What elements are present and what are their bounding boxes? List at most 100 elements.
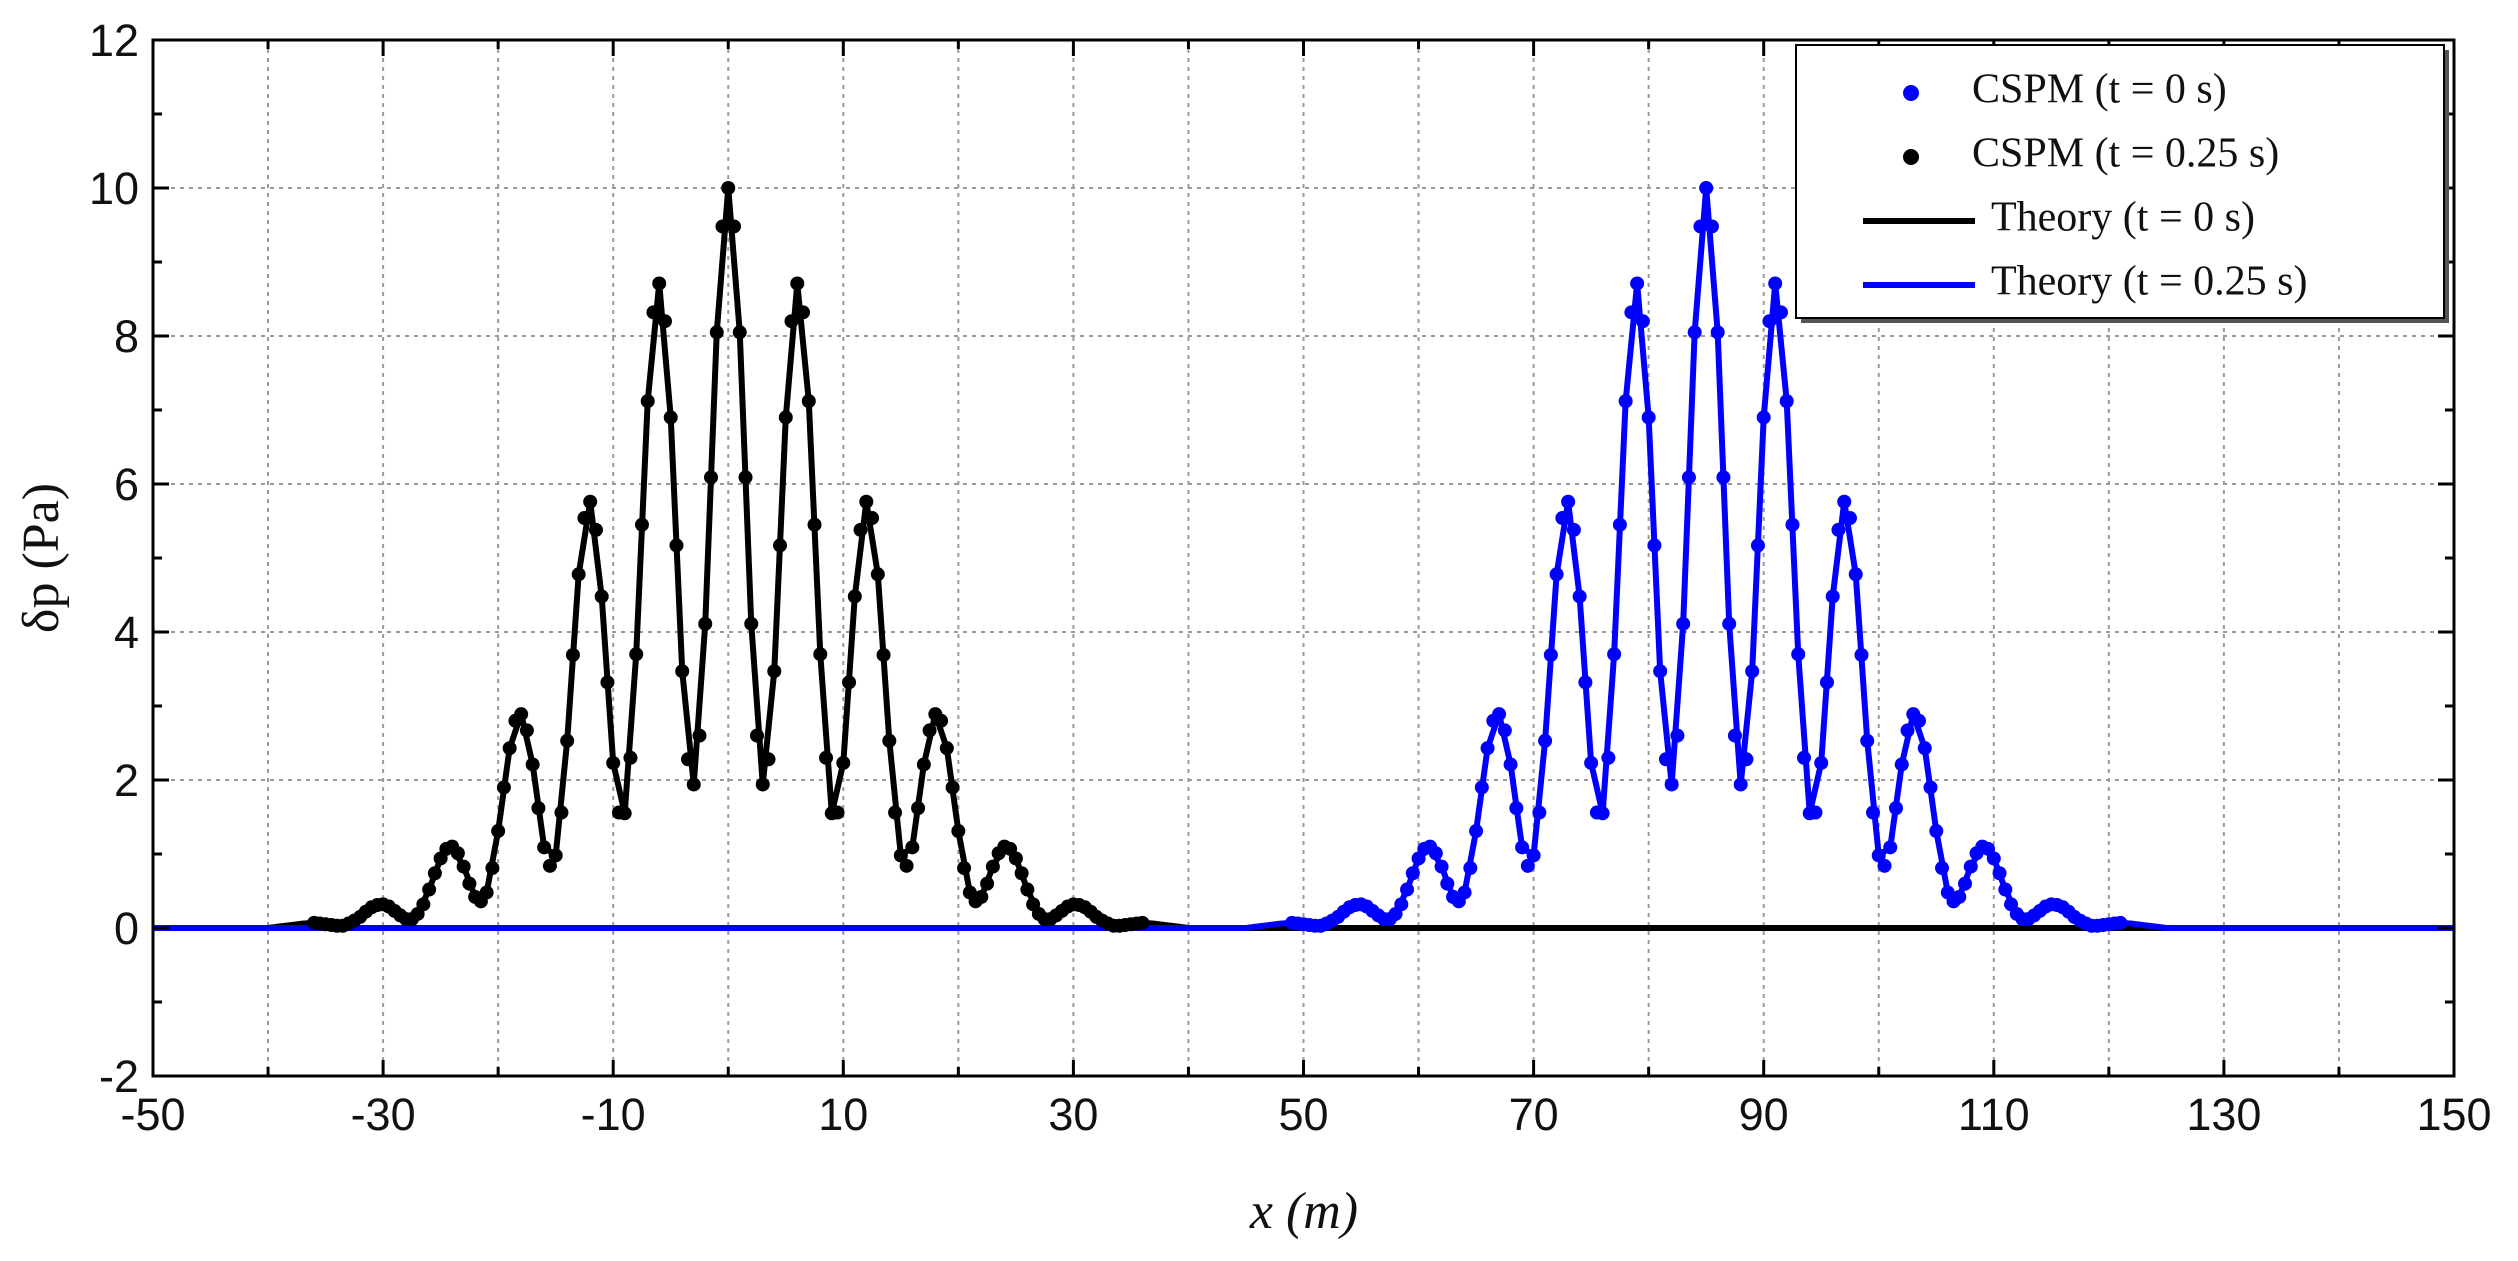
data-point	[1607, 647, 1622, 662]
x-tick-label: -10	[581, 1089, 646, 1140]
data-point	[1998, 882, 2013, 897]
x-tick-label: 50	[1278, 1089, 1328, 1140]
data-point	[1572, 589, 1587, 604]
data-point	[761, 752, 776, 767]
data-point	[686, 777, 701, 792]
data-point	[571, 567, 586, 582]
data-point	[560, 733, 575, 748]
x-axis-label: x (m)	[1249, 1183, 1358, 1240]
y-tick-label: -2	[99, 1051, 139, 1102]
data-point	[491, 824, 506, 839]
data-point	[1584, 755, 1599, 770]
data-point	[853, 522, 868, 537]
data-point	[1877, 858, 1892, 873]
data-point	[1509, 801, 1524, 816]
data-point	[1912, 713, 1927, 728]
data-point	[1014, 866, 1029, 881]
data-point	[939, 741, 954, 756]
data-point	[1756, 410, 1771, 425]
data-point	[1900, 723, 1915, 738]
data-point	[1676, 616, 1691, 631]
data-point	[537, 840, 552, 855]
legend-swatch	[1903, 85, 1919, 101]
x-tick-label: -50	[120, 1089, 185, 1140]
data-point	[1710, 325, 1725, 340]
data-point	[1497, 723, 1512, 738]
data-point	[1762, 314, 1777, 329]
data-point	[519, 723, 534, 738]
data-point	[1739, 752, 1754, 767]
data-point	[842, 675, 857, 690]
data-point	[767, 664, 782, 679]
data-point	[525, 757, 540, 772]
data-point	[1687, 325, 1702, 340]
data-point	[583, 494, 598, 509]
data-point	[715, 219, 730, 234]
data-point	[617, 806, 632, 821]
data-point	[801, 394, 816, 409]
data-point	[1549, 567, 1564, 582]
data-point	[888, 805, 903, 820]
data-point	[514, 707, 529, 722]
data-point	[1681, 470, 1696, 485]
data-point	[1791, 647, 1806, 662]
data-point	[450, 846, 465, 861]
data-point	[1400, 882, 1415, 897]
data-point	[703, 470, 718, 485]
data-point	[2113, 915, 2128, 930]
data-point	[1595, 806, 1610, 821]
data-point	[1917, 741, 1932, 756]
data-point	[727, 219, 741, 234]
data-point	[1819, 675, 1834, 690]
data-point	[813, 647, 828, 662]
data-point	[1543, 647, 1558, 662]
y-tick-label: 8	[114, 311, 139, 362]
data-point	[1837, 494, 1852, 509]
data-point	[1860, 733, 1875, 748]
data-point	[1773, 305, 1788, 320]
data-point	[1474, 780, 1489, 795]
data-point	[663, 410, 678, 425]
data-point	[629, 647, 644, 662]
data-point	[1463, 861, 1478, 876]
data-point	[1492, 707, 1507, 722]
data-point	[957, 861, 972, 876]
data-point	[1727, 728, 1742, 743]
x-tick-label: 90	[1739, 1089, 1789, 1140]
data-point	[1428, 846, 1443, 861]
data-point	[502, 741, 517, 756]
y-tick-label: 6	[114, 459, 139, 510]
data-point	[916, 757, 931, 772]
data-point	[1664, 777, 1679, 792]
data-point	[1020, 882, 1035, 897]
x-tick-label: 70	[1509, 1089, 1559, 1140]
data-point	[606, 755, 621, 770]
data-point	[657, 314, 672, 329]
data-point	[554, 805, 569, 820]
y-tick-label: 4	[114, 607, 139, 658]
data-point	[623, 750, 638, 765]
data-point	[462, 876, 477, 891]
data-point	[680, 752, 695, 767]
data-point	[594, 589, 609, 604]
data-point	[1008, 851, 1023, 866]
data-point	[1612, 517, 1627, 532]
data-point	[1532, 805, 1547, 820]
data-point	[1641, 410, 1656, 425]
x-tick-label: -30	[351, 1089, 416, 1140]
data-point	[1883, 840, 1898, 855]
x-tick-label: 130	[2186, 1089, 2261, 1140]
data-point	[1538, 733, 1553, 748]
data-point	[1526, 848, 1541, 863]
data-point	[934, 713, 949, 728]
data-point	[870, 567, 885, 582]
data-point	[1624, 305, 1639, 320]
data-point	[542, 858, 557, 873]
x-tick-label: 30	[1048, 1089, 1098, 1140]
data-point	[1889, 801, 1904, 816]
legend-label: CSPM (t = 0.25 s)	[1972, 131, 2279, 177]
data-point	[1871, 848, 1886, 863]
data-point	[819, 750, 834, 765]
data-point	[1480, 741, 1495, 756]
series	[153, 181, 2454, 933]
